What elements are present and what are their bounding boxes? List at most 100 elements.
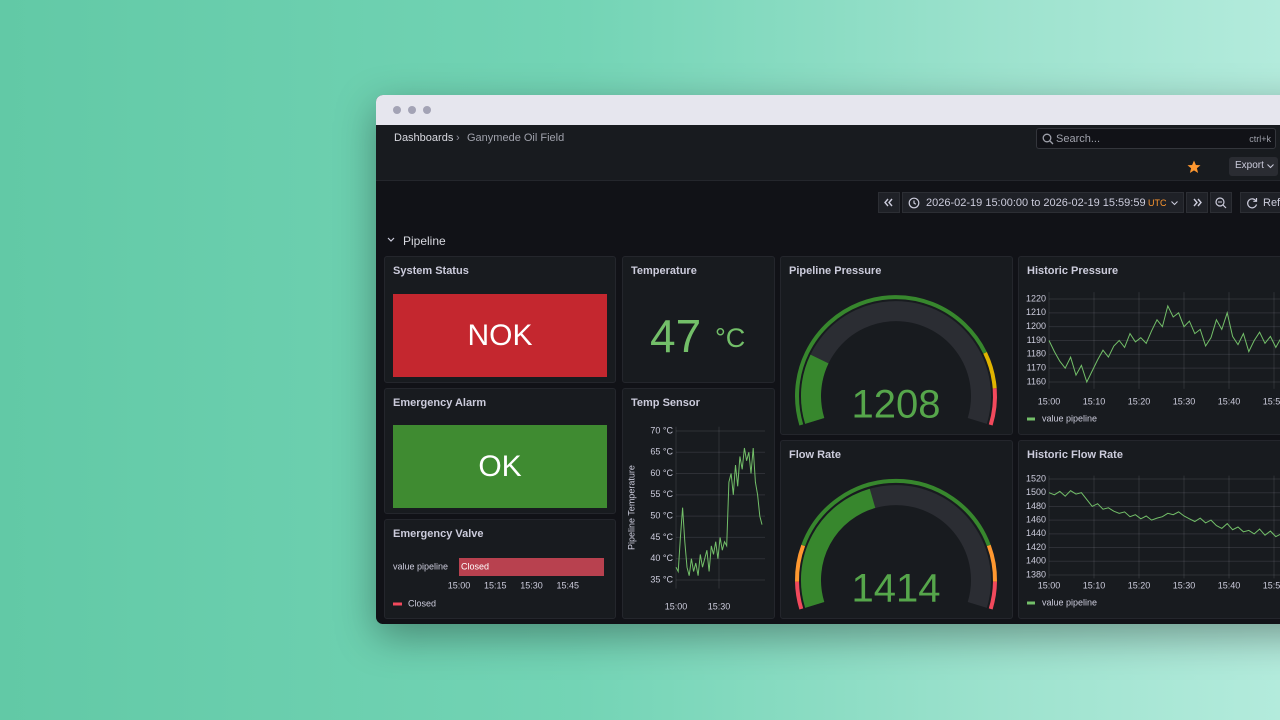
stat-value: 47 [650, 310, 702, 362]
status-box: OK [393, 425, 607, 508]
y-tick-label: 1170 [1027, 363, 1046, 373]
panel: Temp Sensor [622, 388, 775, 619]
zoom-out-button[interactable] [1210, 192, 1232, 213]
y-tick-label: 1190 [1027, 335, 1046, 345]
y-tick-label: 45 °C [650, 532, 673, 542]
gauge-fill [801, 354, 829, 424]
y-tick-label: 1480 [1026, 501, 1046, 511]
toolbar [376, 153, 1280, 181]
x-tick-label: 15:20 [1128, 580, 1151, 590]
legend-label: value pipeline [1042, 597, 1097, 607]
x-tick-label: 15:40 [1218, 580, 1241, 590]
y-tick-label: 40 °C [650, 553, 673, 563]
panel-title: Emergency Valve [393, 528, 484, 540]
threshold-arc [795, 295, 987, 426]
x-tick-label: 15:00 [1038, 580, 1061, 590]
export-label: Export [1235, 160, 1264, 171]
panel-title: Historic Pressure [1027, 265, 1119, 277]
y-tick-label: 1180 [1027, 349, 1046, 359]
time-range: 2026-02-19 15:00:00 to 2026-02-19 15:59:… [926, 197, 1146, 209]
panel-title: Flow Rate [789, 449, 841, 461]
x-tick-label: 15:10 [1083, 396, 1106, 406]
row-title[interactable]: Pipeline [403, 234, 446, 248]
panel: Emergency Alarm OK [384, 388, 616, 514]
state-bar [459, 558, 604, 576]
x-tick-label: 15:50 [1263, 580, 1280, 590]
y-tick-label: 50 °C [650, 510, 673, 520]
double-chevron-icon [1193, 198, 1202, 207]
y-tick-label: 1400 [1026, 556, 1046, 566]
threshold-arc [794, 544, 806, 582]
shift-forward-button[interactable] [1186, 192, 1208, 213]
panel-title: Pipeline Pressure [789, 265, 882, 277]
gauge-value: 1414 [852, 567, 941, 611]
panel-title: System Status [393, 265, 469, 277]
export-button[interactable]: Export [1229, 157, 1278, 176]
threshold-arc [801, 478, 991, 547]
legend-label: Closed [408, 598, 436, 608]
y-tick-label: 1500 [1026, 487, 1046, 497]
y-tick-label: 1200 [1026, 321, 1046, 331]
search-shortcut: ctrl+k [1249, 134, 1271, 144]
x-tick-label: 15:30 [1173, 396, 1196, 406]
search-box[interactable]: Search... ctrl+k [1036, 128, 1276, 149]
threshold-arc [795, 581, 804, 610]
y-tick-label: 1520 [1026, 473, 1046, 483]
window-dots [393, 106, 431, 114]
y-tick-label: 1380 [1026, 569, 1046, 579]
panel: Temperature 47 °C [622, 256, 775, 383]
y-tick-label: 35 °C [650, 574, 673, 584]
y-tick-label: 1420 [1026, 542, 1046, 552]
x-tick-label: 15:30 [1173, 580, 1196, 590]
x-tick-label: 15:50 [1263, 396, 1280, 406]
clock-icon [908, 197, 920, 209]
y-tick-label: 1440 [1026, 528, 1046, 538]
refresh-button[interactable]: Refresh [1240, 192, 1280, 213]
breadcrumb-link[interactable]: Dashboards [394, 132, 454, 144]
row-chevron[interactable] [387, 236, 395, 244]
search-icon [1042, 133, 1054, 145]
status-value: OK [478, 449, 522, 483]
x-tick-label: 15:15 [484, 580, 507, 590]
threshold-arc [986, 544, 998, 582]
stat-unit: °C [715, 323, 746, 353]
time-range-picker[interactable]: 2026-02-19 15:00:00 to 2026-02-19 15:59:… [902, 192, 1184, 213]
title-bar [376, 95, 1280, 125]
breadcrumb-separator: › [456, 132, 460, 144]
x-tick-label: 15:20 [1128, 396, 1151, 406]
x-tick-label: 15:00 [665, 601, 688, 611]
threshold-arc [988, 581, 997, 610]
series-label: value pipeline [393, 561, 448, 571]
y-tick-label: 1220 [1026, 293, 1046, 303]
x-tick-label: 15:10 [1083, 580, 1106, 590]
y-tick-label: 70 °C [650, 425, 673, 435]
breadcrumb-current: Ganymede Oil Field [467, 132, 565, 144]
chevron-icon [1267, 164, 1274, 169]
y-tick-label: 55 °C [650, 489, 673, 499]
x-tick-label: 15:30 [520, 580, 543, 590]
zoom-icon [1215, 197, 1227, 209]
shift-back-button[interactable] [878, 192, 900, 213]
search-placeholder: Search... [1056, 133, 1101, 145]
y-tick-label: 65 °C [650, 447, 673, 457]
x-tick-label: 15:40 [1218, 396, 1241, 406]
y-tick-label: 1460 [1026, 515, 1046, 525]
legend-label: value pipeline [1042, 413, 1097, 423]
star-button[interactable] [1187, 160, 1201, 174]
double-chevron-icon [884, 198, 893, 207]
status-value: NOK [467, 318, 533, 352]
series-line [1048, 304, 1280, 384]
threshold-arc [988, 388, 997, 426]
gauge-value: 1208 [852, 383, 941, 427]
series-line [1048, 490, 1280, 538]
panel: System Status NOK [384, 256, 616, 383]
refresh-icon [1247, 198, 1258, 209]
panel-title: Temp Sensor [631, 397, 700, 409]
y-tick-label: 1210 [1026, 307, 1046, 317]
series-line [675, 447, 763, 576]
status-box: NOK [393, 294, 607, 377]
panel: Historic Flow Rate [1018, 440, 1280, 619]
y-tick-label: 60 °C [650, 468, 673, 478]
